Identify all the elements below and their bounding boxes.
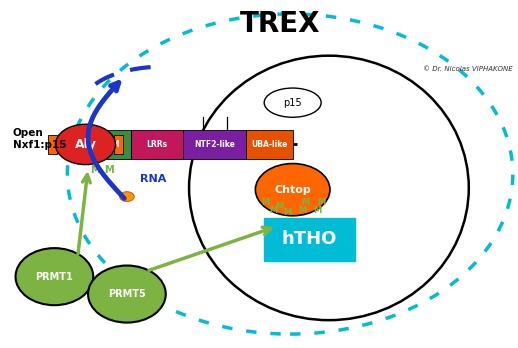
Circle shape bbox=[120, 192, 134, 201]
Text: RRM: RRM bbox=[100, 140, 120, 149]
Text: M: M bbox=[298, 206, 306, 215]
Circle shape bbox=[55, 124, 116, 165]
Text: M: M bbox=[283, 208, 292, 217]
Bar bbox=[114, 135, 123, 154]
Text: M: M bbox=[269, 206, 277, 215]
FancyBboxPatch shape bbox=[131, 130, 183, 158]
Text: UBA-like: UBA-like bbox=[251, 140, 288, 149]
FancyBboxPatch shape bbox=[89, 130, 131, 158]
Text: Open
Nxf1:p15: Open Nxf1:p15 bbox=[13, 128, 66, 150]
Text: Aly: Aly bbox=[75, 138, 96, 151]
Text: LRRs: LRRs bbox=[147, 140, 168, 149]
Text: hTHO: hTHO bbox=[282, 230, 337, 248]
Text: M: M bbox=[313, 206, 322, 215]
Text: Chtop: Chtop bbox=[275, 185, 311, 195]
Bar bbox=[48, 135, 57, 154]
Text: PRMT1: PRMT1 bbox=[36, 272, 73, 282]
Text: TREX: TREX bbox=[239, 10, 320, 38]
Text: p15: p15 bbox=[283, 98, 302, 108]
Text: M: M bbox=[317, 198, 325, 207]
Ellipse shape bbox=[88, 266, 166, 323]
Text: M: M bbox=[301, 198, 310, 207]
Text: PRMT5: PRMT5 bbox=[108, 289, 146, 299]
Ellipse shape bbox=[255, 164, 330, 216]
FancyBboxPatch shape bbox=[183, 130, 246, 158]
Text: © Dr. Nicolas VIPHAKONE: © Dr. Nicolas VIPHAKONE bbox=[423, 66, 513, 72]
Text: NTF2-like: NTF2-like bbox=[194, 140, 235, 149]
FancyBboxPatch shape bbox=[264, 218, 355, 261]
Ellipse shape bbox=[16, 248, 93, 305]
Text: M: M bbox=[90, 165, 99, 175]
Text: M: M bbox=[262, 198, 270, 207]
Text: RNA: RNA bbox=[140, 174, 166, 184]
Text: M: M bbox=[276, 202, 284, 211]
FancyBboxPatch shape bbox=[246, 130, 293, 158]
Ellipse shape bbox=[264, 88, 321, 117]
Text: M: M bbox=[104, 165, 113, 175]
